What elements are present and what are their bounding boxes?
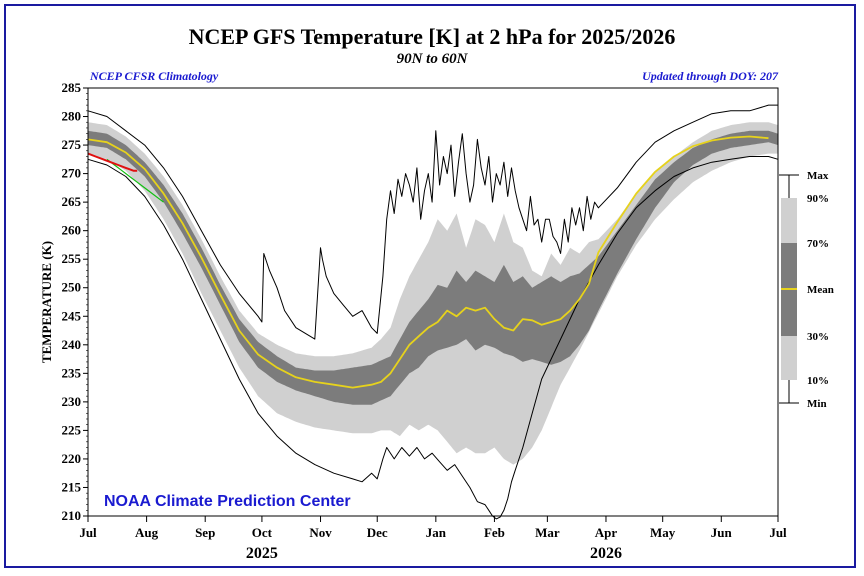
update-note: Updated through DOY: 207 bbox=[642, 69, 778, 83]
y-tick-label: 210 bbox=[62, 508, 82, 523]
x-tick-label: Jul bbox=[79, 525, 97, 540]
y-tick-label: 215 bbox=[62, 479, 82, 494]
min-line bbox=[87, 156, 779, 520]
legend-label: 70% bbox=[807, 238, 829, 250]
observed-line bbox=[87, 152, 138, 172]
legend-label: 90% bbox=[807, 193, 829, 205]
x-tick-label: Dec bbox=[367, 525, 388, 540]
legend-label: Min bbox=[807, 398, 827, 410]
chart-subtitle: 90N to 60N bbox=[396, 51, 468, 67]
x-tick-label: Feb bbox=[484, 525, 505, 540]
y-tick-label: 275 bbox=[62, 137, 82, 152]
x-tick-label: Nov bbox=[309, 525, 332, 540]
y-tick-label: 265 bbox=[62, 194, 82, 209]
x-tick-label: Jan bbox=[426, 525, 447, 540]
legend-label: 30% bbox=[807, 331, 829, 343]
series-lines bbox=[87, 104, 779, 520]
x-tick-label: Jul bbox=[769, 525, 787, 540]
x-tick-label: Mar bbox=[535, 525, 560, 540]
y-tick-label: 245 bbox=[62, 308, 82, 323]
legend-label: Max bbox=[807, 170, 829, 182]
credit-label: NOAA Climate Prediction Center bbox=[104, 493, 351, 510]
percentile-bands bbox=[88, 122, 778, 465]
y-tick-label: 285 bbox=[62, 80, 82, 95]
mean-line bbox=[87, 135, 769, 389]
x-tick-label: Oct bbox=[252, 525, 273, 540]
plot-area-border bbox=[87, 87, 779, 517]
legend: Max 90% 70% Mean 30% 10% Min bbox=[779, 170, 834, 410]
x-tick-label: Jun bbox=[711, 525, 733, 540]
chart-title: NCEP GFS Temperature [K] at 2 hPa for 20… bbox=[188, 24, 676, 49]
y-axis-label: TEMPERATURE (K) bbox=[39, 241, 54, 363]
legend-label: Mean bbox=[807, 284, 834, 296]
x-tick-label: May bbox=[650, 525, 676, 540]
climatology-note: NCEP CFSR Climatology bbox=[90, 69, 219, 83]
y-tick-label: 280 bbox=[62, 109, 82, 124]
y-tick-label: 260 bbox=[62, 223, 82, 238]
y-tick-label: 225 bbox=[62, 422, 82, 437]
x-tick-label: Sep bbox=[195, 525, 215, 540]
x-tick-label: Apr bbox=[595, 525, 618, 540]
figure-frame bbox=[4, 4, 856, 568]
y-tick-label: 255 bbox=[62, 251, 82, 266]
y-tick-label: 220 bbox=[62, 451, 82, 466]
y-tick-label: 230 bbox=[62, 394, 82, 409]
axes: 210 215 220 225 230 235 240 245 250 255 260 265 270 2… bbox=[62, 80, 788, 562]
forecast-line bbox=[106, 158, 164, 203]
y-tick-label: 240 bbox=[62, 337, 82, 352]
legend-label: 10% bbox=[807, 375, 829, 387]
max-line bbox=[87, 104, 778, 340]
y-tick-label: 235 bbox=[62, 365, 82, 380]
year-label: 2026 bbox=[590, 545, 622, 562]
y-tick-label: 270 bbox=[62, 166, 82, 181]
band-30-70-percentile bbox=[88, 130, 778, 405]
year-label: 2025 bbox=[246, 545, 278, 562]
x-tick-label: Aug bbox=[135, 525, 159, 540]
y-tick-label: 250 bbox=[62, 280, 82, 295]
